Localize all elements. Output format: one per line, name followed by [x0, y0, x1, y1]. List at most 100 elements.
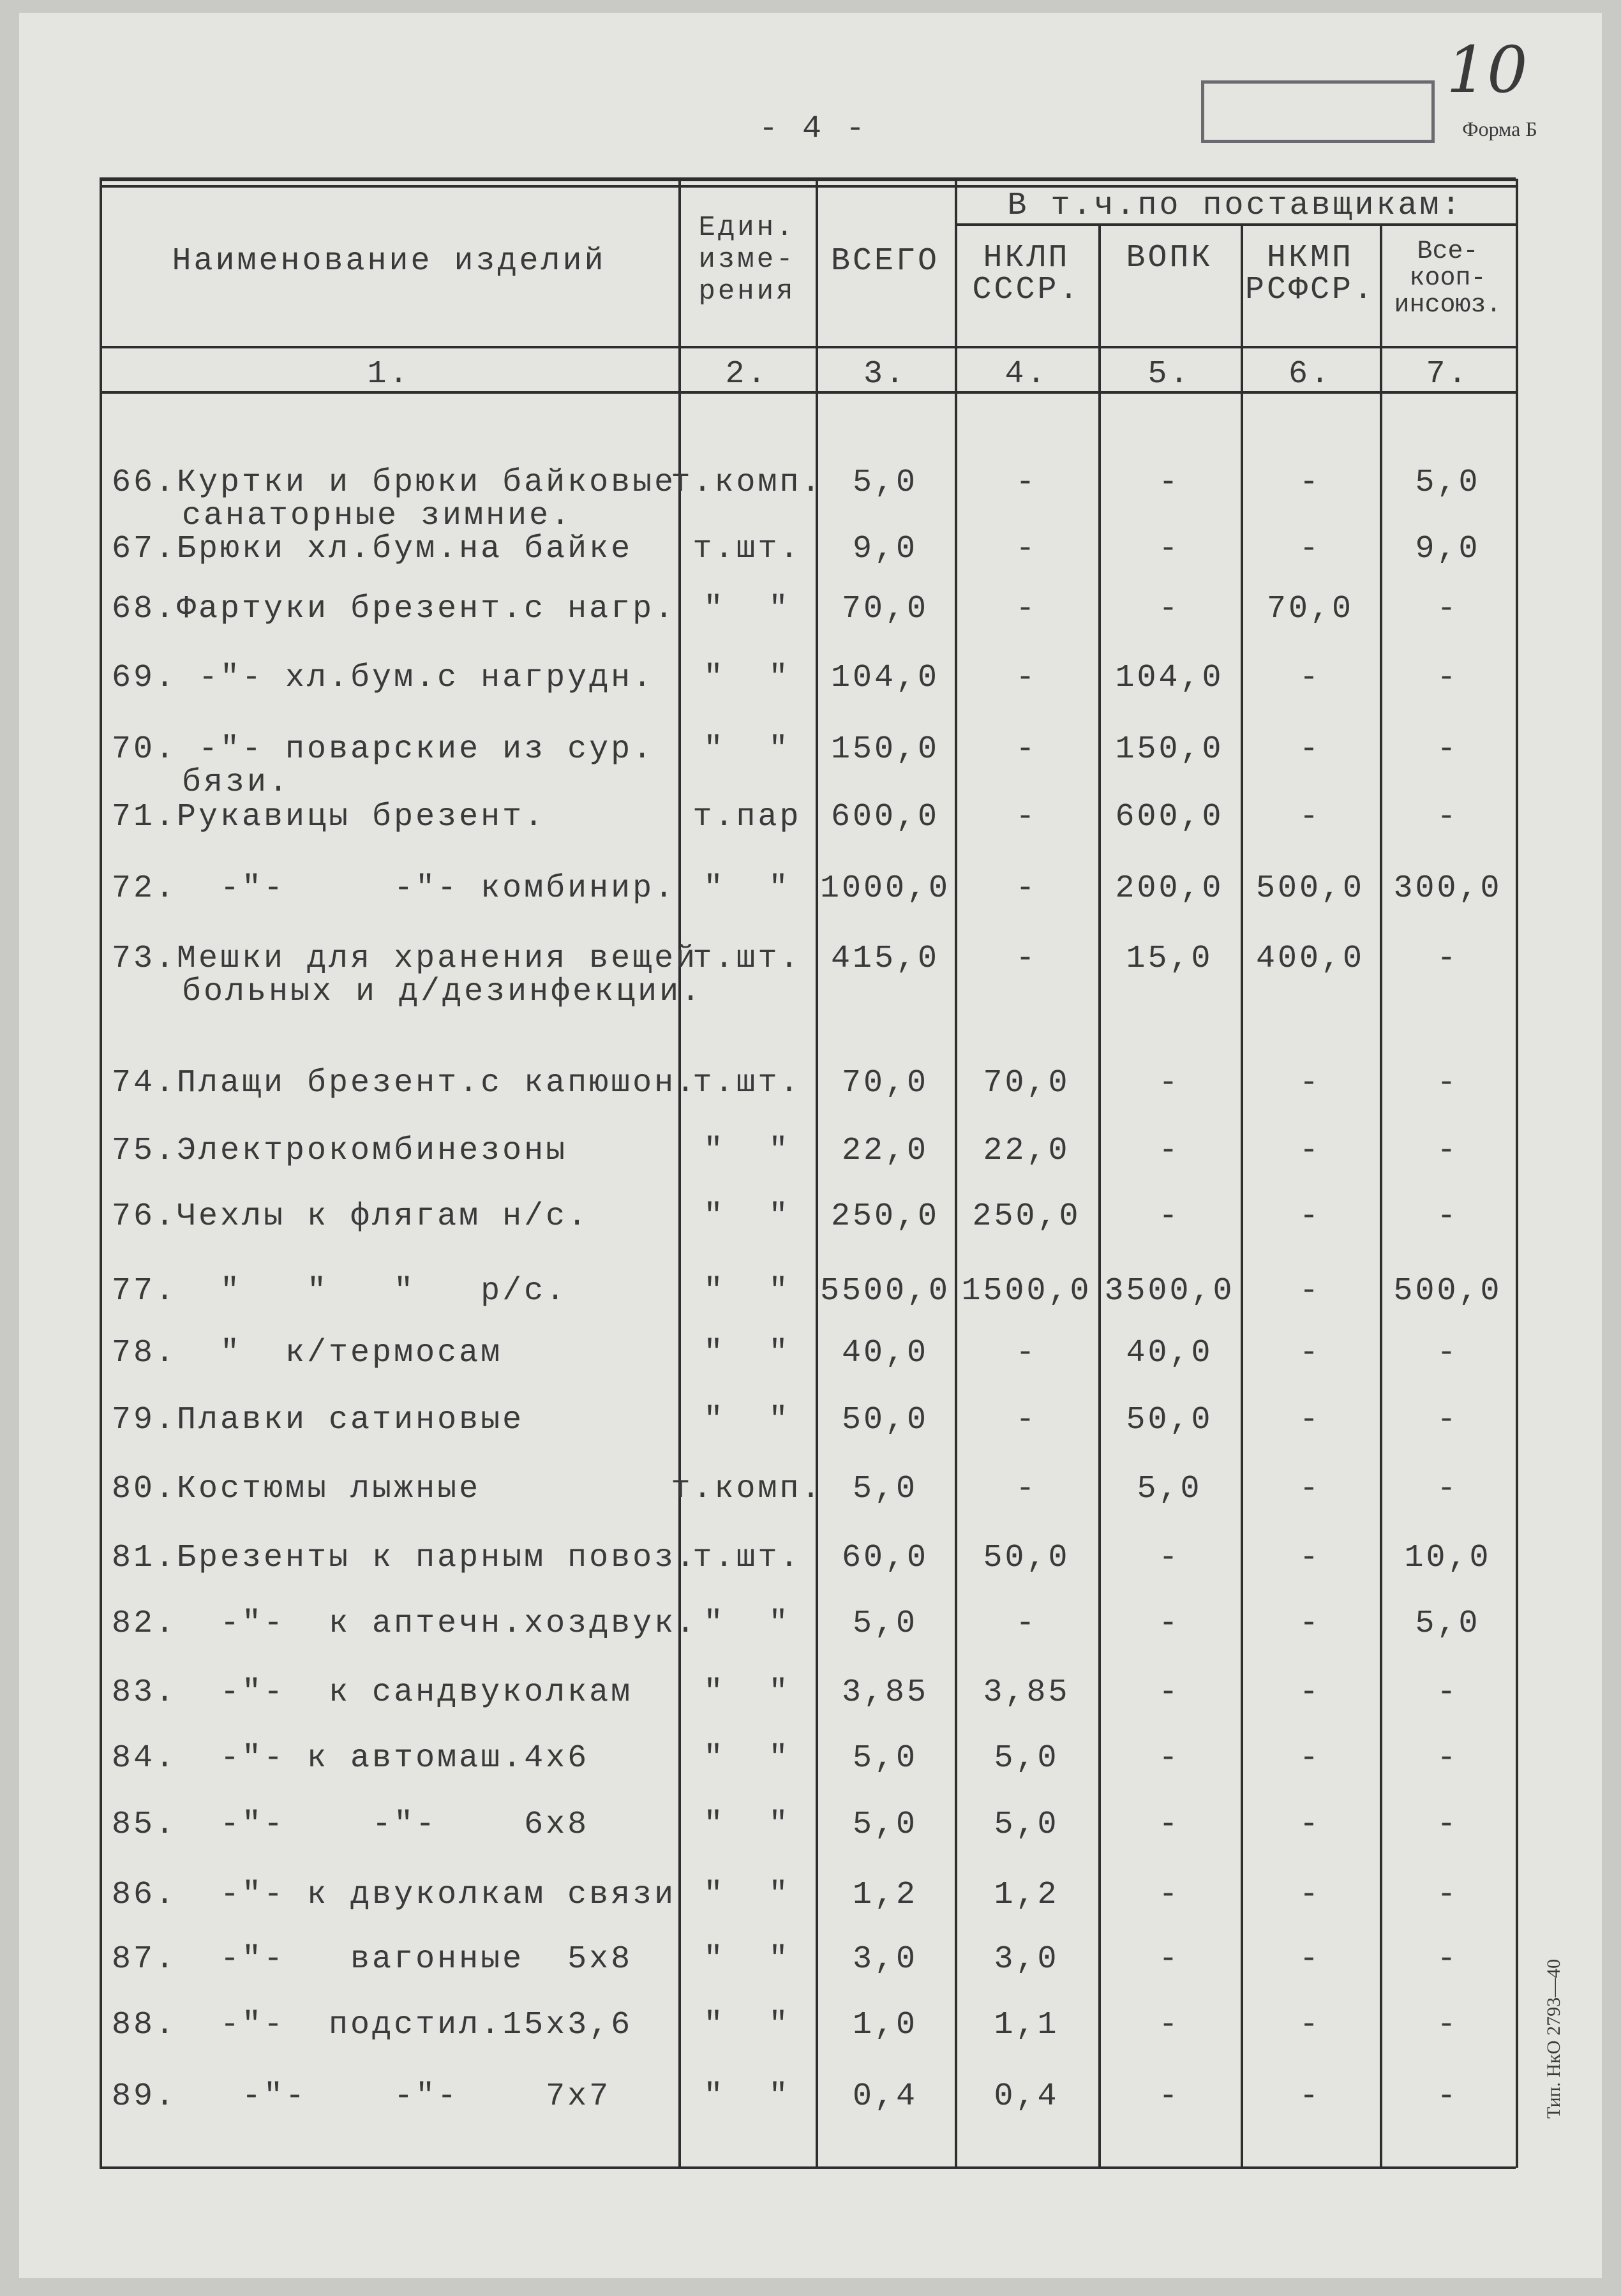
cell: 5,0	[852, 1606, 918, 1642]
cell: -	[1299, 1807, 1322, 1843]
cell: 10,0	[1404, 1540, 1491, 1576]
column-header: ВСЕГО	[830, 243, 940, 280]
cell: -	[1437, 1133, 1459, 1169]
cell: -	[1437, 2007, 1459, 2043]
cell: 50,0	[983, 1540, 1070, 1576]
column-header: РСФСР.	[1244, 272, 1376, 308]
item-name: 79.Плавки сатиновые	[112, 1402, 525, 1438]
item-name: 81.Брезенты к парным повоз.	[112, 1540, 698, 1576]
column-number: 7.	[1426, 356, 1470, 392]
cell: т.комп.	[671, 465, 823, 501]
cell: -	[1437, 1941, 1459, 1978]
cell: 3500,0	[1104, 1273, 1235, 1309]
item-name: 70. -"- поварские из сур.	[112, 731, 655, 768]
cell: -	[1299, 1471, 1322, 1507]
cell: -	[1437, 591, 1459, 627]
cell: 250,0	[830, 1198, 940, 1235]
item-name: 74.Плащи брезент.с капюшон.	[112, 1065, 698, 1101]
item-name: 77. " " " р/с.	[112, 1273, 568, 1309]
item-name: 66.Куртки и брюки байковые	[112, 465, 676, 501]
cell: 600,0	[830, 799, 940, 835]
cell: -	[1299, 1402, 1322, 1438]
cell: " "	[703, 1402, 791, 1438]
rule	[1516, 179, 1518, 2168]
rule	[816, 179, 818, 2168]
rule	[678, 179, 681, 2168]
item-name: 89. -"- -"- 7х7	[112, 2078, 611, 2115]
cell: -	[1158, 1941, 1181, 1978]
cell: 0,4	[852, 2078, 918, 2115]
cell: 600,0	[1115, 799, 1224, 835]
cell: 500,0	[1393, 1273, 1502, 1309]
cell: -	[1437, 1740, 1459, 1777]
cell: -	[1437, 2078, 1459, 2115]
cell: 5,0	[852, 1740, 918, 1777]
column-header: СССР.	[972, 272, 1081, 308]
item-name: 80.Костюмы лыжные	[112, 1471, 481, 1507]
cell: " "	[703, 1674, 791, 1711]
cell: " "	[703, 660, 791, 696]
cell: 15,0	[1126, 941, 1213, 977]
rule	[100, 179, 102, 2168]
cell: 50,0	[1126, 1402, 1213, 1438]
column-header: изме-	[698, 244, 796, 276]
item-name: 85. -"- -"- 6х8	[112, 1807, 590, 1843]
rule	[1241, 225, 1243, 2168]
cell: " "	[703, 1335, 791, 1371]
paper	[19, 13, 1602, 2278]
cell: -	[1299, 799, 1322, 835]
column-header: Все-	[1417, 237, 1479, 266]
cell: 5,0	[852, 1471, 918, 1507]
cell: 150,0	[830, 731, 940, 768]
cell: т.пар	[692, 799, 802, 835]
cell: -	[1015, 1471, 1038, 1507]
item-name: 75.Электрокомбинезоны	[112, 1133, 568, 1169]
column-header: В т.ч.по поставщикам:	[1007, 188, 1463, 224]
rule	[100, 346, 1516, 348]
cell: -	[1158, 1606, 1181, 1642]
item-name: 71.Рукавицы брезент.	[112, 799, 546, 835]
cell: 200,0	[1115, 870, 1224, 907]
cell: -	[1015, 799, 1038, 835]
cell: -	[1437, 1674, 1459, 1711]
item-name: больных и д/дезинфекции.	[182, 974, 703, 1010]
cell: -	[1437, 731, 1459, 768]
cell: -	[1299, 1740, 1322, 1777]
cell: 22,0	[841, 1133, 929, 1169]
cell: -	[1158, 1740, 1181, 1777]
cell: -	[1299, 2007, 1322, 2043]
cell: 250,0	[972, 1198, 1081, 1235]
cell: -	[1299, 1674, 1322, 1711]
cell: 3,85	[841, 1674, 929, 1711]
cell: -	[1437, 799, 1459, 835]
cell: 3,0	[852, 1941, 918, 1978]
cell: -	[1299, 531, 1322, 567]
item-name: 69. -"- хл.бум.с нагрудн.	[112, 660, 655, 696]
cell: т.шт.	[692, 531, 802, 567]
cell: 300,0	[1393, 870, 1502, 907]
cell: -	[1437, 1471, 1459, 1507]
cell: 70,0	[841, 1065, 929, 1101]
rule	[100, 391, 1516, 394]
cell: 60,0	[841, 1540, 929, 1576]
cell: -	[1015, 465, 1038, 501]
item-name: 82. -"- к аптечн.хоздвук.	[112, 1606, 698, 1642]
cell: -	[1299, 1133, 1322, 1169]
item-name: 72. -"- -"- комбинир.	[112, 870, 676, 907]
page-number: - 4 -	[758, 111, 868, 147]
cell: 1,0	[852, 2007, 918, 2043]
item-name: 67.Брюки хл.бум.на байке	[112, 531, 633, 567]
item-name: 84. -"- к автомаш.4х6	[112, 1740, 590, 1777]
cell: -	[1015, 941, 1038, 977]
column-header: инсоюз.	[1394, 291, 1502, 320]
stamp	[1201, 80, 1435, 143]
cell: -	[1437, 1065, 1459, 1101]
cell: " "	[703, 1198, 791, 1235]
sheet-number: 10	[1446, 33, 1528, 107]
cell: -	[1015, 531, 1038, 567]
cell: -	[1158, 1807, 1181, 1843]
form-label: Форма Б	[1462, 117, 1537, 140]
cell: 5,0	[994, 1740, 1059, 1777]
cell: 1500,0	[961, 1273, 1092, 1309]
cell: -	[1437, 1877, 1459, 1913]
